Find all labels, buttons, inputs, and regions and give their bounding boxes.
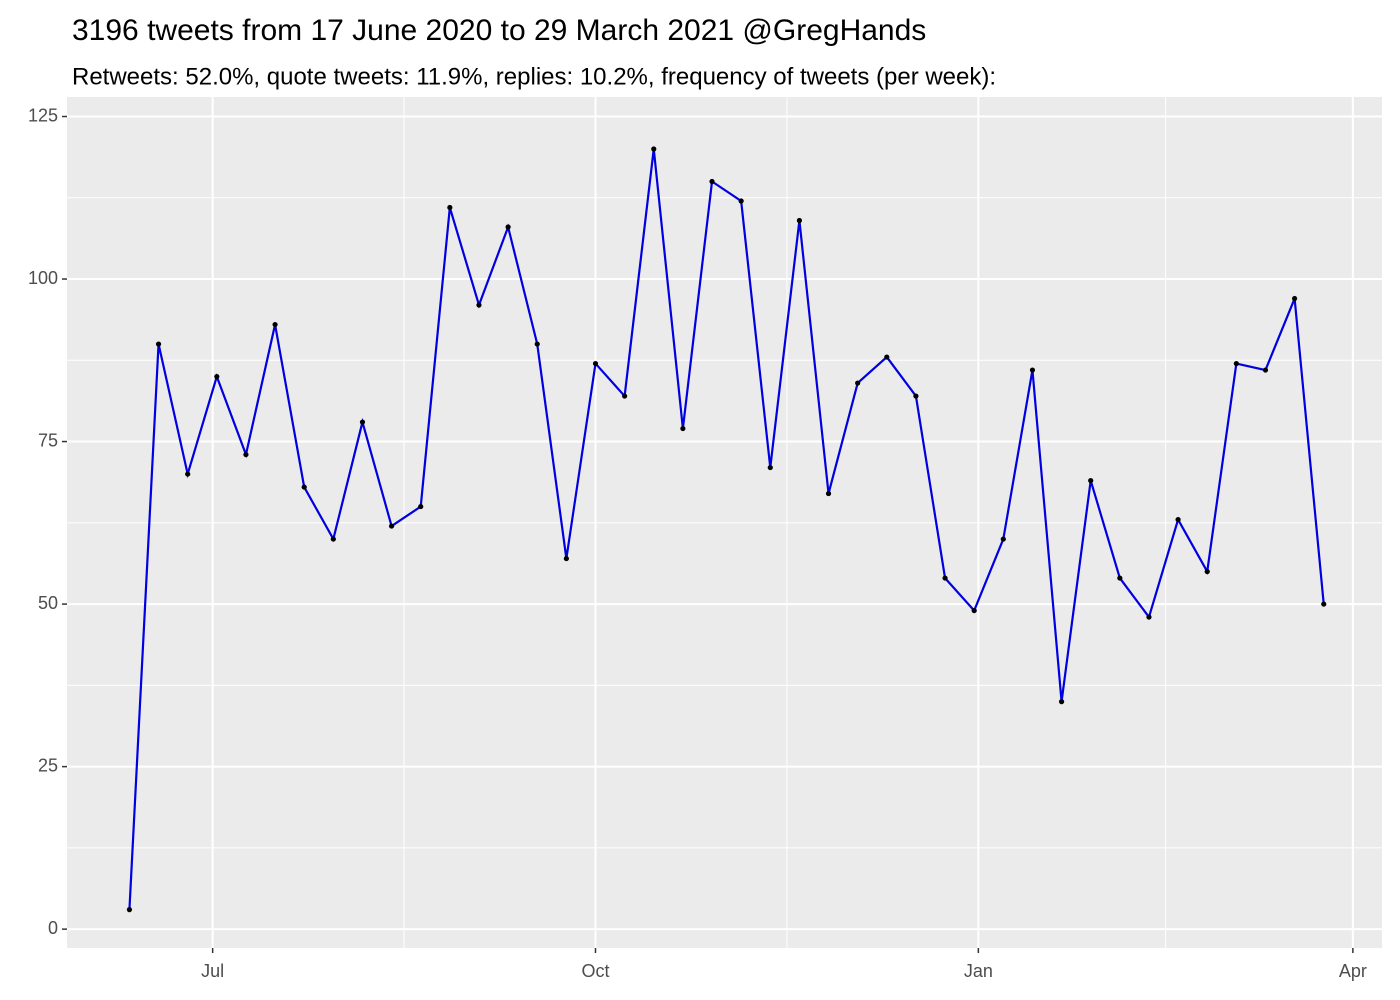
y-tick-label: 100: [28, 268, 58, 288]
point: [709, 178, 715, 185]
point: [680, 425, 686, 432]
point: [825, 490, 832, 497]
point: [534, 341, 540, 347]
point: [1233, 360, 1239, 367]
point: [330, 536, 336, 542]
point: [942, 575, 948, 581]
point: [1000, 536, 1006, 542]
point: [1117, 575, 1123, 581]
y-tick-label: 50: [38, 593, 58, 613]
point: [155, 341, 162, 347]
point: [651, 146, 657, 152]
x-tick-label: Apr: [1339, 961, 1367, 981]
point: [913, 393, 919, 399]
point: [505, 224, 511, 230]
x-tick-label: Jan: [964, 961, 993, 981]
point: [796, 217, 803, 224]
point: [126, 907, 133, 913]
chart-subtitle: Retweets: 52.0%, quote tweets: 11.9%, re…: [72, 63, 996, 90]
point: [855, 380, 861, 386]
point: [971, 607, 977, 614]
point: [1029, 367, 1036, 373]
point: [1175, 516, 1181, 523]
point: [185, 471, 191, 477]
point: [1204, 568, 1210, 575]
point: [447, 204, 453, 211]
point: [1262, 367, 1269, 373]
point: [767, 464, 773, 471]
line: [128, 148, 1325, 910]
point: [592, 360, 599, 367]
point: [359, 419, 366, 425]
y-tick-label: 25: [38, 755, 58, 775]
point: [1058, 699, 1065, 705]
y-tick-label: 75: [38, 430, 58, 450]
point: [301, 484, 307, 490]
point: [1292, 295, 1298, 302]
point: [1146, 614, 1152, 620]
point: [476, 302, 482, 308]
point: [738, 198, 744, 204]
point: [1088, 477, 1094, 484]
point: [622, 393, 628, 399]
point: [214, 373, 220, 380]
point: [272, 321, 278, 328]
point: [884, 354, 890, 360]
y-tick-label: 0: [48, 918, 58, 938]
point: [563, 555, 569, 562]
x-tick-label: Jul: [201, 961, 224, 981]
point: [388, 523, 395, 529]
point: [1321, 601, 1327, 607]
x-tick-label: Oct: [581, 961, 609, 981]
point: [418, 503, 424, 510]
y-tick-label: 125: [28, 105, 58, 125]
chart-title: 3196 tweets from 17 June 2020 to 29 Marc…: [72, 14, 926, 47]
point: [243, 451, 249, 458]
